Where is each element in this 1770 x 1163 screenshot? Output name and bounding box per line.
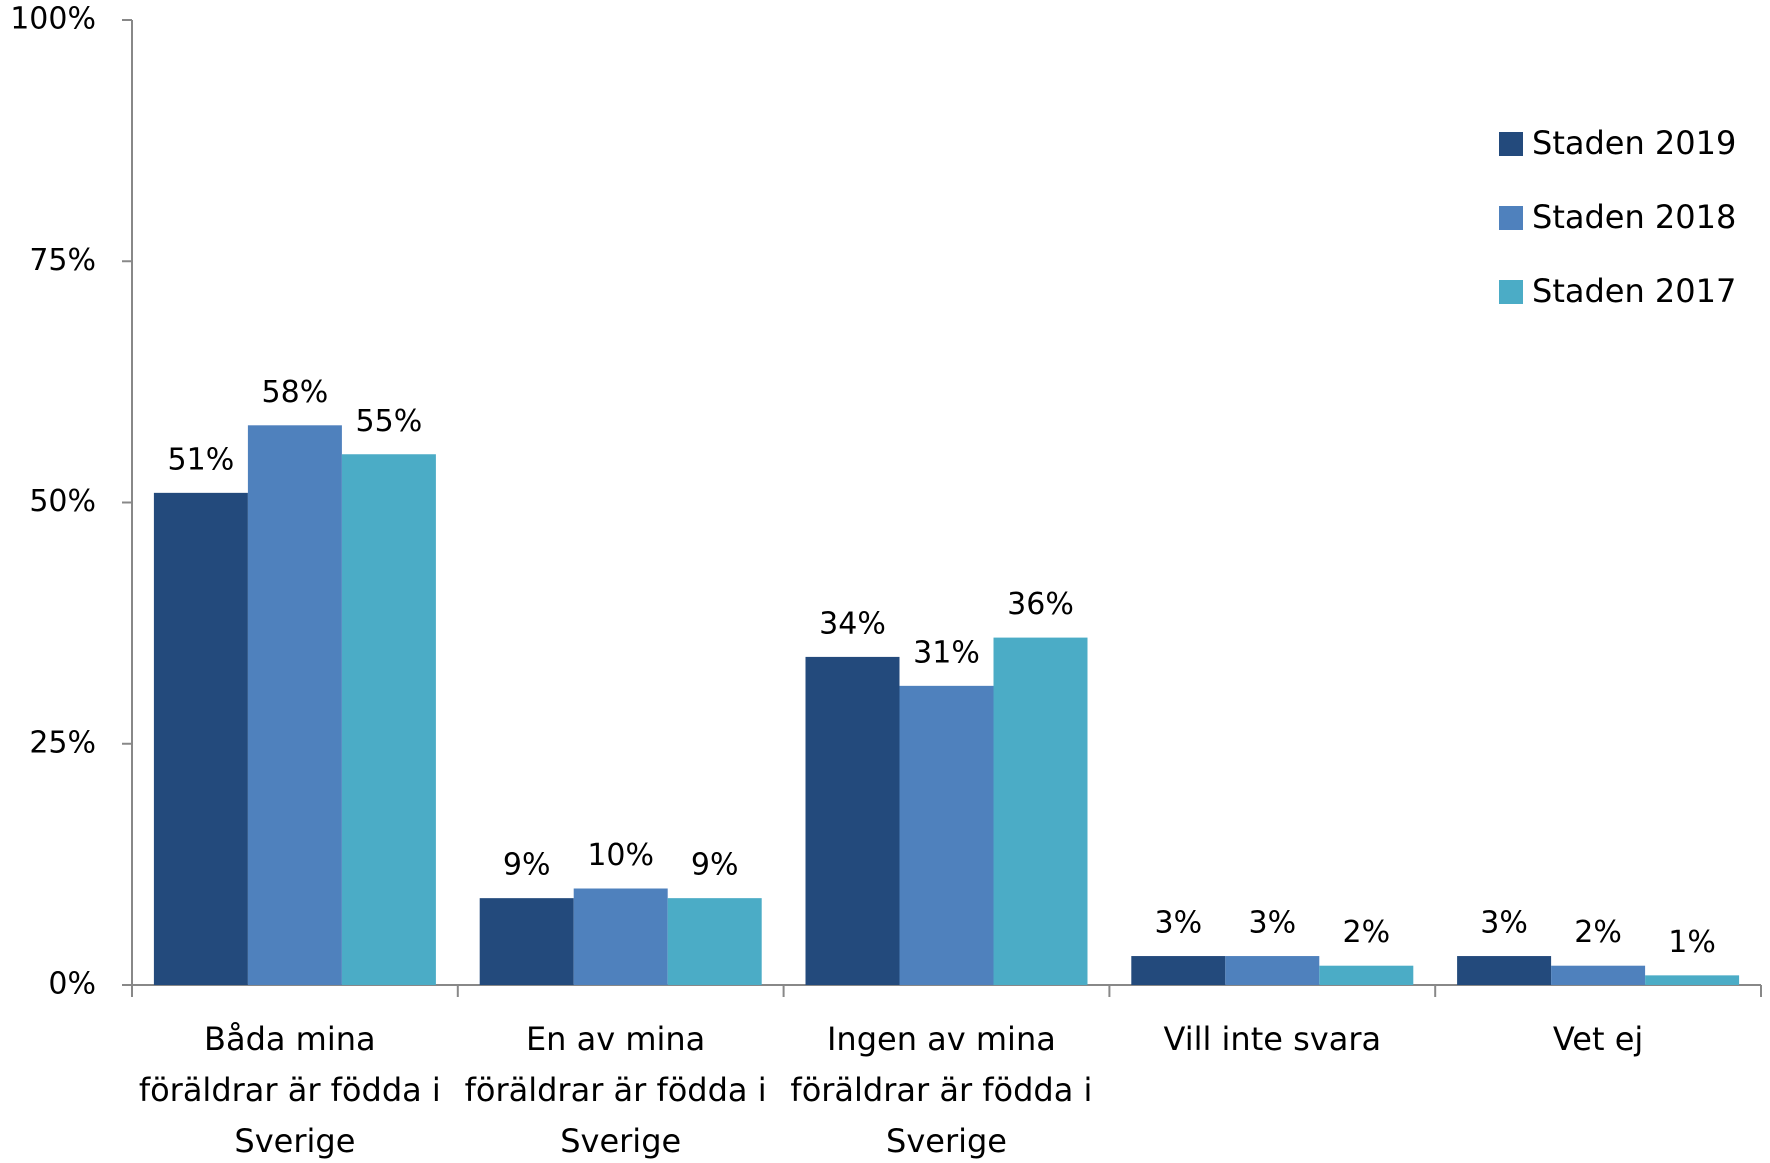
legend-label: Staden 2018 — [1532, 198, 1736, 236]
bar — [1645, 975, 1740, 985]
bar — [341, 454, 436, 985]
data-label: 9% — [691, 848, 739, 883]
bar — [993, 637, 1088, 985]
data-label: 10% — [587, 838, 654, 873]
y-tick-label: 100% — [10, 2, 96, 37]
y-tick-label: 75% — [29, 243, 96, 278]
x-tick-label-line: föräldrar är födda i — [465, 1071, 777, 1109]
bar — [1319, 965, 1414, 985]
legend-swatch — [1499, 132, 1523, 156]
x-tick-label: Båda mina föräldrar är födda i Sverige — [139, 1020, 451, 1160]
data-label: 9% — [503, 848, 551, 883]
x-tick-label-line: Sverige — [560, 1122, 681, 1160]
bar — [1551, 965, 1646, 985]
data-label: 2% — [1343, 915, 1391, 950]
bar — [805, 656, 900, 985]
x-tick-label: Ingen av mina föräldrar är födda i Sveri… — [790, 1020, 1102, 1160]
y-tick-label: 0% — [48, 967, 96, 1002]
x-tick-label-line: Vill inte svara — [1164, 1020, 1382, 1058]
legend-label: Staden 2017 — [1532, 272, 1736, 310]
data-label: 3% — [1480, 906, 1528, 941]
bar — [899, 685, 994, 985]
data-label: 2% — [1574, 915, 1622, 950]
data-label: 58% — [262, 375, 329, 410]
x-tick-label-line: Båda mina — [204, 1020, 386, 1058]
x-tick-label-line: Ingen av mina — [827, 1020, 1066, 1058]
legend-swatch — [1499, 280, 1523, 304]
bar — [667, 898, 762, 985]
bar — [573, 888, 668, 985]
data-label: 1% — [1668, 925, 1716, 960]
x-tick-label-line: Vet ej — [1553, 1020, 1643, 1058]
legend-label: Staden 2019 — [1532, 124, 1736, 162]
x-tick-label-line: En av mina — [526, 1020, 716, 1058]
x-tick-label: Vill inte svara — [1164, 1020, 1382, 1058]
data-label: 51% — [168, 442, 235, 477]
x-tick-label-line: föräldrar är födda i — [790, 1071, 1102, 1109]
bar — [153, 492, 248, 985]
data-label: 36% — [1007, 587, 1074, 622]
x-tick-label-line: Sverige — [886, 1122, 1007, 1160]
bar — [479, 898, 574, 985]
x-tick-label: Vet ej — [1553, 1020, 1643, 1058]
x-tick-label-line: föräldrar är födda i — [139, 1071, 451, 1109]
y-tick-label: 50% — [29, 484, 96, 519]
legend-swatch — [1499, 206, 1523, 230]
bar — [1225, 956, 1320, 985]
data-label: 55% — [356, 404, 423, 439]
bar — [1131, 956, 1226, 985]
y-tick-label: 25% — [29, 725, 96, 760]
bar — [1457, 956, 1552, 985]
bar — [247, 425, 342, 985]
data-label: 3% — [1155, 906, 1203, 941]
x-tick-label: En av mina föräldrar är födda i Sverige — [465, 1020, 777, 1160]
data-label: 3% — [1249, 906, 1297, 941]
x-tick-label-line: Sverige — [234, 1122, 355, 1160]
data-label: 34% — [819, 606, 886, 641]
data-label: 31% — [913, 635, 980, 670]
